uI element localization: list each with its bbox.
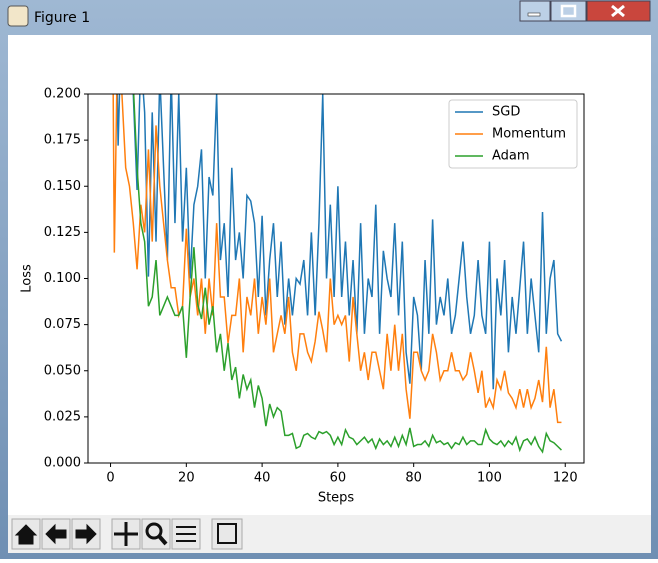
x-tick-label: 20: [178, 471, 195, 486]
window-title: Figure 1: [34, 10, 90, 26]
zoom-handle: [157, 534, 168, 546]
legend-label: Momentum: [492, 127, 566, 142]
close-icon: [611, 4, 625, 18]
zoom-icon: [145, 522, 163, 540]
toolbar: [8, 515, 651, 553]
maximize-icon: [560, 4, 577, 18]
legend-label: Adam: [492, 149, 530, 164]
x-tick-label: 120: [553, 471, 578, 486]
home-icon: [14, 524, 38, 545]
x-tick-label: 80: [405, 471, 422, 486]
y-axis-label: Loss: [20, 264, 35, 293]
x-tick-label: 40: [254, 471, 271, 486]
y-tick-label: 0.200: [44, 87, 81, 102]
y-tick-label: 0.125: [44, 225, 81, 240]
y-tick-label: 0.150: [44, 179, 81, 194]
y-tick-label: 0.100: [44, 271, 81, 286]
maximize-button[interactable]: [550, 0, 587, 22]
back-icon: [45, 523, 67, 545]
x-tick-label: 60: [330, 471, 347, 486]
app-icon: [7, 5, 29, 27]
y-tick-label: 0.075: [44, 317, 81, 332]
minimize-icon: [527, 12, 541, 17]
legend-box: [448, 99, 578, 169]
plot: 0.000 0.025 0.050 0.075 0.100 0.125 0.150 0.175…: [20, 87, 585, 506]
y-tick-label: 0.050: [44, 363, 81, 378]
toolbar-buttons: [11, 518, 243, 550]
pan-icon: [114, 522, 138, 546]
configure-icon: [176, 526, 196, 542]
x-axis-label: Steps: [318, 491, 355, 506]
y-tick-label: 0.025: [44, 409, 81, 424]
line-series: [132, 94, 562, 454]
y-tick-label: 0.175: [44, 133, 81, 148]
line-series: [116, 94, 563, 390]
forward-icon: [75, 523, 97, 545]
minimize-button[interactable]: [519, 0, 551, 22]
line-series: [112, 94, 562, 424]
save-icon: [217, 523, 237, 544]
y-tick-label: 0.000: [44, 456, 81, 471]
x-tick-label: 100: [477, 471, 502, 486]
x-tick-label: 0: [106, 471, 114, 486]
legend-label: SGD: [492, 105, 520, 120]
